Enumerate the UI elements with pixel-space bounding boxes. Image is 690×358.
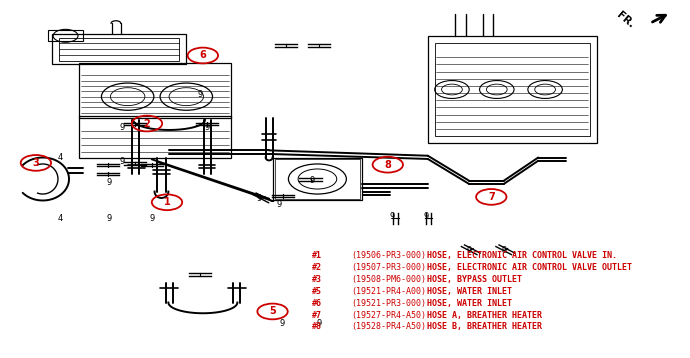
Text: HOSE A, BREATHER HEATER: HOSE A, BREATHER HEATER — [427, 310, 542, 320]
Text: 7: 7 — [488, 192, 495, 202]
Text: 9: 9 — [389, 212, 395, 221]
Text: 5: 5 — [269, 306, 276, 316]
Text: (19527-PR4-A50): (19527-PR4-A50) — [351, 310, 426, 320]
Text: 8: 8 — [384, 160, 391, 170]
Bar — [59, 38, 179, 61]
Text: (19508-PM6-000): (19508-PM6-000) — [351, 275, 426, 284]
Text: #3: #3 — [312, 275, 322, 284]
Text: 9: 9 — [197, 90, 203, 100]
Text: 3: 3 — [32, 158, 39, 168]
Text: FR.: FR. — [615, 10, 636, 30]
Text: 9: 9 — [106, 178, 112, 187]
Bar — [79, 116, 231, 158]
Text: (19507-PR3-000): (19507-PR3-000) — [351, 263, 426, 272]
Text: #8: #8 — [312, 322, 322, 332]
Text: 1: 1 — [164, 197, 170, 207]
Text: #5: #5 — [312, 287, 322, 296]
Text: HOSE, WATER INLET: HOSE, WATER INLET — [427, 287, 512, 296]
Text: #1: #1 — [312, 251, 322, 261]
Text: (19506-PR3-000): (19506-PR3-000) — [351, 251, 426, 261]
Text: (19528-PR4-A50): (19528-PR4-A50) — [351, 322, 426, 332]
Text: 9: 9 — [277, 199, 282, 209]
Bar — [435, 43, 590, 136]
Text: 6: 6 — [199, 50, 206, 61]
Text: (19521-PR3-000): (19521-PR3-000) — [351, 299, 426, 308]
Text: HOSE, BYPASS OUTLET: HOSE, BYPASS OUTLET — [427, 275, 522, 284]
Text: 9: 9 — [204, 122, 210, 132]
Bar — [428, 36, 597, 143]
Text: 9: 9 — [424, 212, 429, 221]
Bar — [52, 34, 186, 64]
Text: #7: #7 — [312, 310, 322, 320]
Text: #6: #6 — [312, 299, 322, 308]
Text: 9: 9 — [466, 246, 472, 255]
Text: 9: 9 — [256, 194, 262, 203]
Text: 9: 9 — [119, 122, 125, 132]
Text: (19521-PR4-A00): (19521-PR4-A00) — [351, 287, 426, 296]
Text: 9: 9 — [279, 319, 285, 329]
Text: 9: 9 — [501, 246, 506, 255]
Text: 9: 9 — [316, 319, 322, 329]
Text: 9: 9 — [149, 214, 155, 223]
Bar — [48, 30, 83, 41]
Bar — [275, 159, 360, 199]
Text: HOSE, WATER INLET: HOSE, WATER INLET — [427, 299, 512, 308]
Bar — [79, 63, 231, 118]
Text: HOSE B, BREATHER HEATER: HOSE B, BREATHER HEATER — [427, 322, 542, 332]
Text: HOSE, ELECTRONIC AIR CONTROL VALVE IN.: HOSE, ELECTRONIC AIR CONTROL VALVE IN. — [427, 251, 617, 261]
Bar — [273, 158, 362, 200]
Text: 2: 2 — [144, 118, 150, 129]
Text: 9: 9 — [106, 214, 112, 223]
Text: 4: 4 — [58, 153, 63, 162]
Text: 4: 4 — [58, 214, 63, 223]
Text: HOSE, ELECTRONIC AIR CONTROL VALVE OUTLET: HOSE, ELECTRONIC AIR CONTROL VALVE OUTLE… — [427, 263, 632, 272]
Text: 9: 9 — [309, 176, 315, 185]
Text: #2: #2 — [312, 263, 322, 272]
Text: 9: 9 — [119, 156, 125, 166]
